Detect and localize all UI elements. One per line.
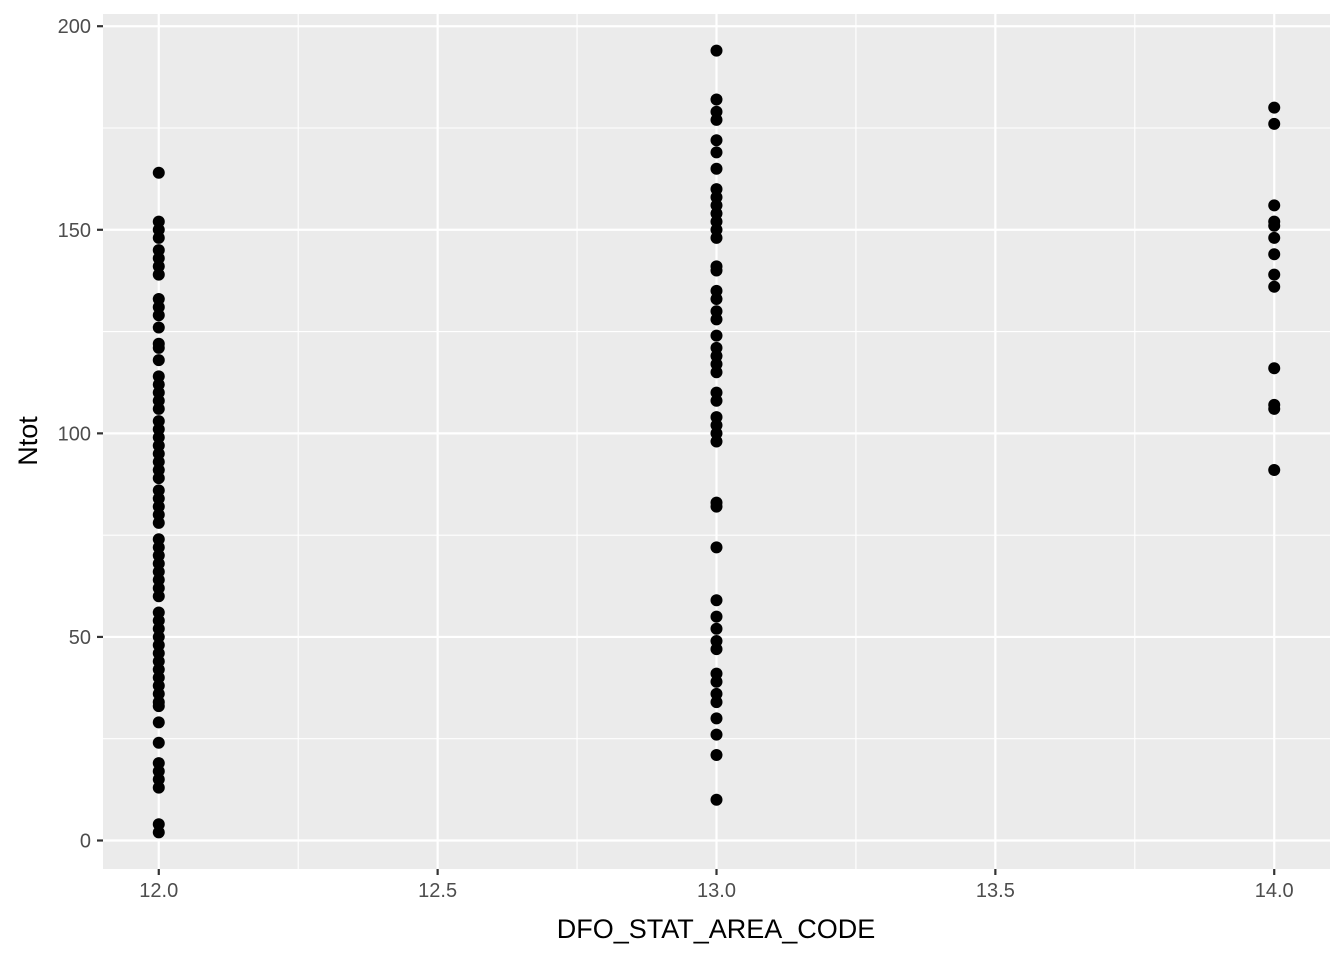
data-point	[710, 500, 723, 513]
data-point	[152, 341, 165, 354]
data-point	[710, 146, 723, 159]
data-point	[710, 162, 723, 175]
x-axis-title: DFO_STAT_AREA_CODE	[557, 914, 876, 944]
x-tick-label: 13.5	[976, 880, 1015, 902]
x-axis: 12.0 12.5 13.0 13.5 14.0	[139, 869, 1294, 902]
data-point	[152, 516, 165, 529]
data-point	[1268, 248, 1281, 261]
y-tick-label: 200	[58, 16, 91, 38]
data-point	[710, 134, 723, 147]
x-tick-label: 12.0	[139, 880, 178, 902]
data-point	[152, 166, 165, 179]
data-point	[152, 736, 165, 749]
data-point	[710, 594, 723, 607]
data-point	[710, 696, 723, 709]
data-point	[152, 716, 165, 729]
data-point	[710, 264, 723, 277]
data-point	[1268, 268, 1281, 281]
data-point	[710, 93, 723, 106]
data-point	[710, 675, 723, 688]
data-point	[710, 610, 723, 623]
data-point	[710, 643, 723, 656]
data-point	[710, 329, 723, 342]
data-point	[710, 622, 723, 635]
data-point	[710, 313, 723, 326]
data-point	[710, 712, 723, 725]
data-point	[1268, 280, 1281, 293]
data-point	[710, 435, 723, 448]
data-point	[710, 44, 723, 57]
data-point	[1268, 101, 1281, 114]
data-point	[152, 402, 165, 415]
data-point	[152, 309, 165, 322]
data-point	[1268, 402, 1281, 415]
x-tick-label: 12.5	[418, 880, 457, 902]
data-point	[152, 268, 165, 281]
y-axis-title: Ntot	[13, 416, 43, 466]
data-point	[710, 728, 723, 741]
y-axis: 0 50 100 150 200	[58, 16, 103, 853]
y-tick-label: 0	[80, 831, 91, 853]
data-points	[152, 44, 1281, 839]
x-tick-label: 13.0	[697, 880, 736, 902]
data-point	[710, 749, 723, 761]
data-point	[152, 590, 165, 603]
data-point	[1268, 219, 1281, 232]
data-point	[710, 113, 723, 126]
data-point	[710, 366, 723, 379]
data-point	[152, 826, 165, 839]
data-point	[1268, 362, 1281, 375]
data-point	[152, 472, 165, 485]
data-point	[1268, 231, 1281, 244]
data-point	[152, 321, 165, 334]
data-point	[1268, 464, 1281, 476]
data-point	[710, 231, 723, 244]
y-tick-label: 50	[69, 627, 91, 649]
y-tick-label: 150	[58, 220, 91, 242]
data-point	[710, 293, 723, 305]
data-point	[1268, 117, 1281, 130]
y-tick-label: 100	[58, 423, 91, 445]
data-point	[710, 394, 723, 407]
data-point	[710, 541, 723, 554]
data-point	[152, 781, 165, 794]
data-point	[152, 700, 165, 713]
data-point	[710, 793, 723, 806]
data-point	[1268, 199, 1281, 212]
data-point	[152, 354, 165, 367]
data-point	[152, 231, 165, 244]
x-tick-label: 14.0	[1255, 880, 1294, 902]
